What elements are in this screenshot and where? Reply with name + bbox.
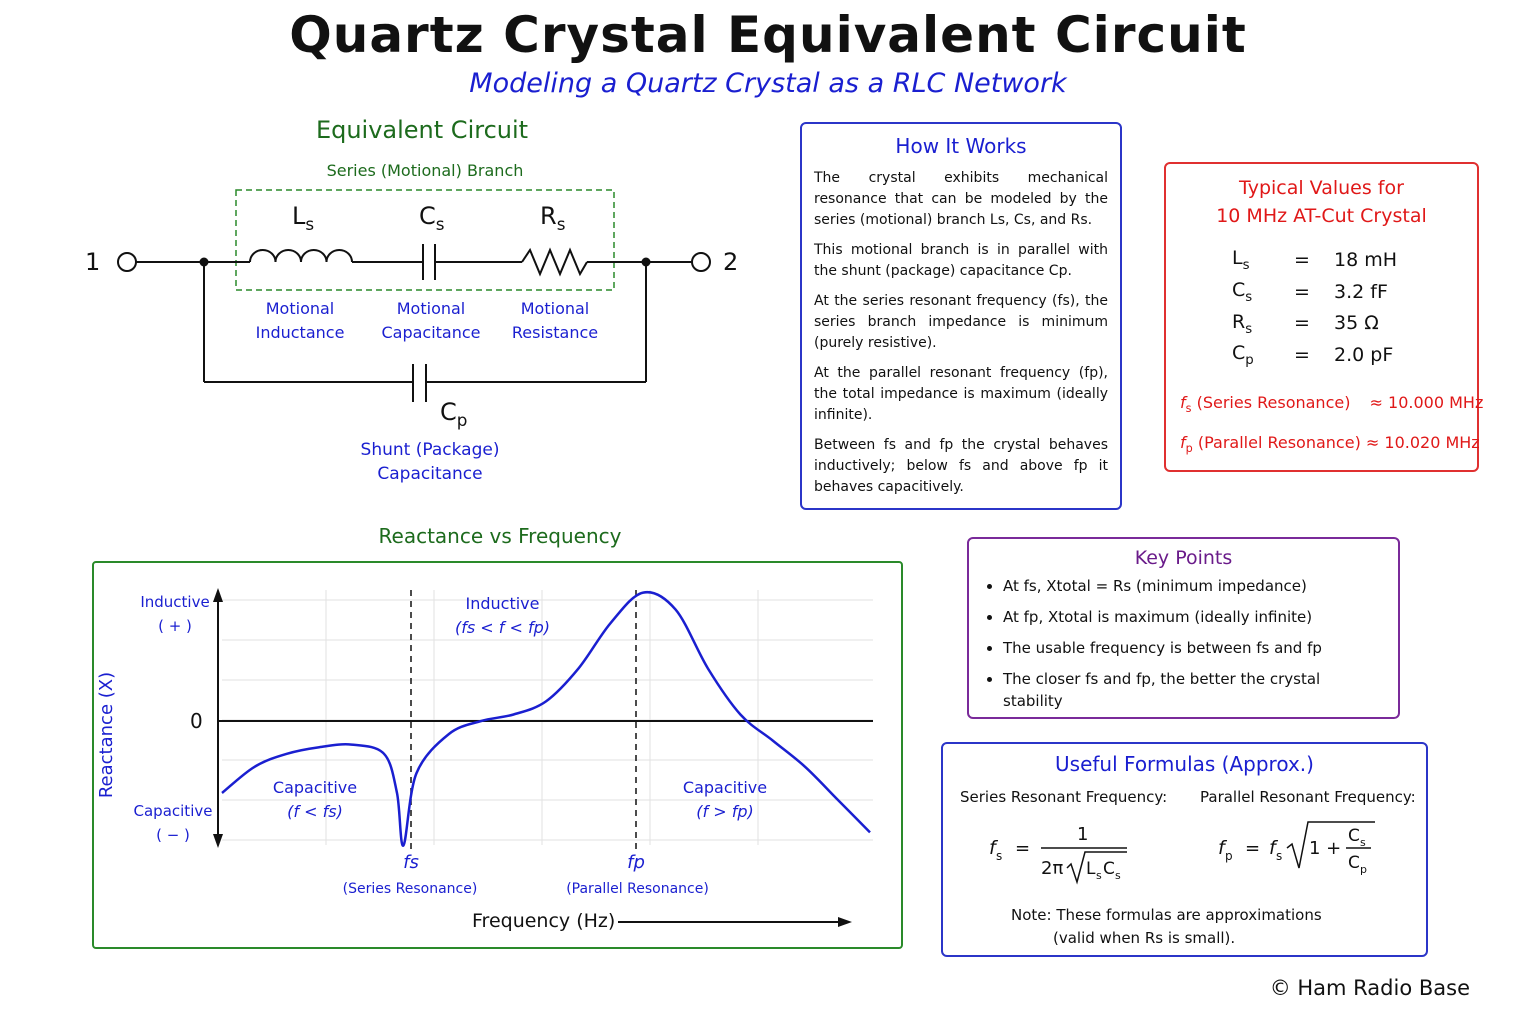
- fs-marker-caption: (Series Resonance): [342, 881, 478, 897]
- svg-text:p: p: [1225, 849, 1233, 863]
- cp-label: Cp: [440, 398, 468, 430]
- how-it-works-p1: The crystal exhibits mechanical resonanc…: [814, 170, 1108, 228]
- circuit-heading: Equivalent Circuit: [315, 116, 529, 144]
- page-title: Quartz Crystal Equivalent Circuit: [289, 6, 1247, 64]
- fp-resonance-row: fp (Parallel Resonance) ≈ 10.020 MHz: [1180, 433, 1480, 456]
- page-subtitle: Modeling a Quartz Crystal as a RLC Netwo…: [469, 68, 1067, 99]
- region-cap-left-label: Capacitive (f < fs): [272, 778, 358, 821]
- terminal-1-label: 1: [85, 248, 101, 276]
- formulas-panel: Useful Formulas (Approx.) Series Resonan…: [941, 742, 1428, 957]
- value-row-cs: Cs = 3.2 fF: [1232, 278, 1388, 305]
- how-it-works-p5: Between fs and fp the crystal behaves in…: [814, 437, 1108, 495]
- svg-text:p: p: [1360, 863, 1367, 876]
- x-axis-arrow-head: [838, 917, 852, 927]
- svg-text:s: s: [1276, 849, 1282, 863]
- typical-values-heading: Typical Values for 10 MHz AT-Cut Crystal: [1216, 177, 1427, 227]
- rs-caption: Motional Resistance: [511, 299, 599, 342]
- typical-values-table: Ls = 18 mH Cs = 3.2 fF Rs = 35 Ω Cp = 2.0 pF: [1232, 244, 1397, 371]
- typical-values-panel: Typical Values for 10 MHz AT-Cut Crystal …: [1164, 162, 1484, 472]
- capacitive-axis-label: Capacitive( − ): [133, 802, 213, 844]
- fp-marker-caption: (Parallel Resonance): [566, 881, 709, 897]
- series-formula-label: Series Resonant Frequency:: [960, 788, 1168, 806]
- formulas-note: Note: These formulas are approximations(…: [1011, 906, 1322, 947]
- how-it-works-p4: At the parallel resonant frequency (fp),…: [814, 365, 1108, 423]
- svg-text:C: C: [1348, 826, 1360, 846]
- value-row-rs: Rs = 35 Ω: [1232, 310, 1379, 337]
- cs-caption: Motional Capacitance: [381, 299, 481, 342]
- formula-graphics: f s = 1 2π L s C s f p = f s 1 + C s C p: [989, 821, 1375, 885]
- ls-label: Ls: [292, 202, 315, 234]
- region-inductive-label: Inductive (fs < f < fp): [454, 594, 551, 637]
- junction-right: [641, 257, 651, 267]
- reactance-curve: [221, 590, 871, 847]
- terminal-2-label: 2: [723, 248, 739, 276]
- fs-resonance-row: fs (Series Resonance) ≈ 10.000 MHz: [1180, 393, 1484, 416]
- region-cap-right-label: Capacitive (f > fp): [682, 778, 768, 821]
- rs-label: Rs: [540, 202, 566, 234]
- svg-text:s: s: [996, 849, 1002, 863]
- svg-text:s: s: [1096, 869, 1102, 882]
- svg-text:2π: 2π: [1041, 858, 1063, 879]
- series-branch-label: Series (Motional) Branch: [326, 161, 524, 180]
- motional-branch-box: [235, 189, 615, 291]
- svg-text:C: C: [1348, 853, 1360, 873]
- ls-caption: Motional Inductance: [255, 299, 345, 342]
- inductor-ls-symbol: [249, 249, 353, 263]
- junction-left: [199, 257, 209, 267]
- y-axis-label: Reactance (X): [96, 671, 117, 799]
- svg-text:1 +: 1 +: [1309, 838, 1341, 859]
- svg-text:=: =: [1015, 838, 1030, 859]
- y-axis-arrow-down: [213, 834, 223, 848]
- key-point-4: The closer fs and fp, the better the cry…: [1003, 668, 1384, 712]
- svg-text:f: f: [1269, 837, 1279, 859]
- formulas-heading: Useful Formulas (Approx.): [1055, 752, 1314, 776]
- svg-text:C: C: [1103, 859, 1115, 879]
- key-points-panel: Key Points At fs, Xtotal = Rs (minimum i…: [967, 537, 1400, 719]
- svg-text:f: f: [1218, 837, 1228, 859]
- how-it-works-heading: How It Works: [895, 134, 1027, 158]
- svg-text:L: L: [1086, 859, 1096, 879]
- how-it-works-p3: At the series resonant frequency (fs), t…: [814, 293, 1108, 351]
- svg-text:=: =: [1245, 838, 1260, 859]
- key-points-heading: Key Points: [1134, 547, 1233, 569]
- key-point-3: The usable frequency is between fs and f…: [1003, 637, 1384, 659]
- key-points-list: At fs, Xtotal = Rs (minimum impedance) A…: [983, 575, 1384, 712]
- fp-marker-label: fp: [627, 852, 645, 873]
- chart-frame: [92, 561, 903, 949]
- how-it-works-p2: This motional branch is in parallel with…: [814, 242, 1108, 279]
- svg-text:f: f: [989, 837, 999, 859]
- how-it-works-panel: How It Works The crystal exhibits mechan…: [800, 122, 1122, 510]
- svg-text:1: 1: [1077, 824, 1088, 845]
- key-point-1: At fs, Xtotal = Rs (minimum impedance): [1003, 575, 1384, 597]
- zero-label: 0: [190, 709, 203, 733]
- value-row-ls: Ls = 18 mH: [1232, 247, 1398, 273]
- fs-marker-label: fs: [403, 852, 419, 873]
- resistor-rs-symbol: [521, 247, 588, 277]
- parallel-formula-label: Parallel Resonant Frequency:: [1200, 788, 1416, 806]
- key-point-2: At fp, Xtotal is maximum (ideally infini…: [1003, 606, 1384, 628]
- value-row-cp: Cp = 2.0 pF: [1232, 342, 1394, 369]
- x-axis-label: Frequency (Hz): [472, 910, 616, 932]
- inductive-axis-label: Inductive( + ): [140, 593, 210, 635]
- cp-caption: Shunt (Package) Capacitance: [360, 440, 500, 484]
- chart-heading: Reactance vs Frequency: [378, 524, 622, 548]
- svg-text:s: s: [1360, 836, 1366, 849]
- copyright: © Ham Radio Base: [1269, 976, 1470, 1000]
- y-axis-arrow-up: [213, 588, 223, 602]
- svg-text:s: s: [1115, 869, 1121, 882]
- cs-label: Cs: [419, 202, 445, 234]
